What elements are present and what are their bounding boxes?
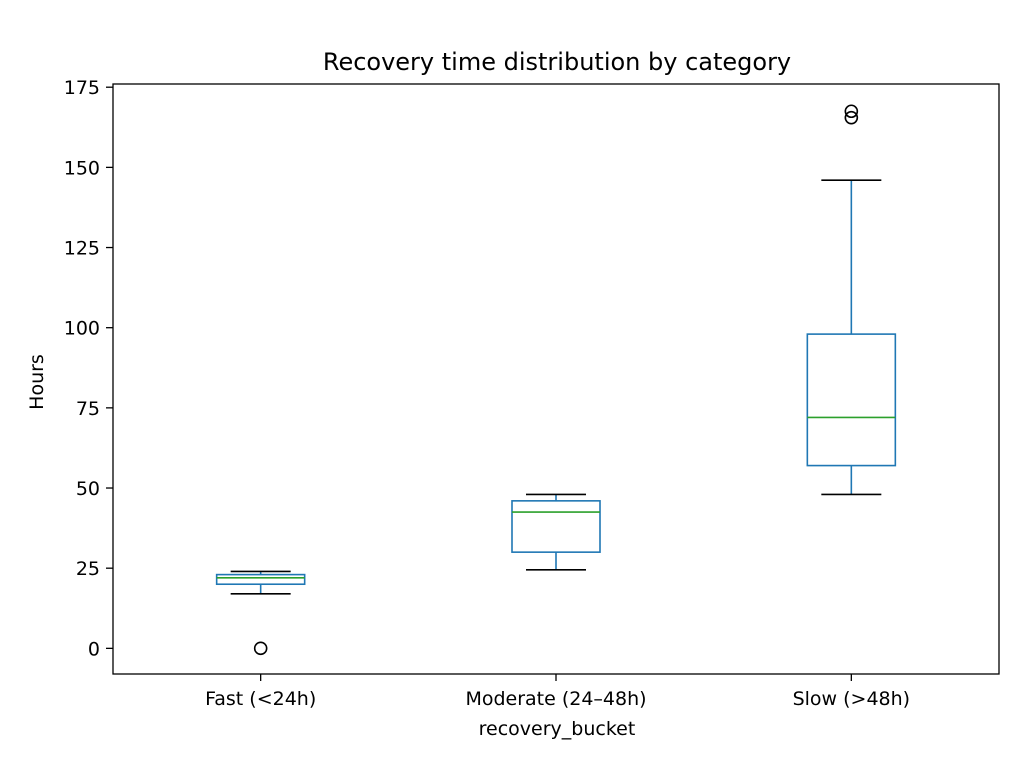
- x-tick-label: Fast (<24h): [205, 688, 316, 710]
- x-axis-label: recovery_bucket: [479, 718, 636, 740]
- y-tick-label: 0: [88, 638, 100, 660]
- y-tick-label: 100: [64, 318, 100, 340]
- y-tick-label: 175: [64, 77, 100, 99]
- chart-title: Recovery time distribution by category: [323, 48, 791, 76]
- outlier-point: [253, 641, 268, 656]
- box-group-3: [806, 104, 897, 496]
- iqr-box: [806, 333, 897, 467]
- box-group-2: [511, 493, 601, 571]
- box-group-1: [215, 570, 306, 656]
- y-tick-label: 125: [64, 238, 100, 260]
- y-axis-label: Hours: [26, 354, 48, 410]
- x-tick-label: Moderate (24–48h): [465, 688, 646, 710]
- boxes-layer: [215, 104, 897, 656]
- y-axis-ticks: 0 25 50 75 100 125 150 175: [64, 77, 113, 660]
- y-tick-label: 25: [76, 558, 100, 580]
- outlier-point: [844, 110, 859, 125]
- x-axis-ticks: Fast (<24h) Moderate (24–48h) Slow (>48h): [205, 674, 910, 710]
- iqr-box: [511, 500, 601, 553]
- plot-frame: [112, 83, 1000, 675]
- y-tick-label: 150: [64, 157, 100, 179]
- y-tick-label: 50: [76, 478, 100, 500]
- x-tick-label: Slow (>48h): [793, 688, 911, 710]
- y-tick-label: 75: [76, 398, 100, 420]
- iqr-box: [215, 573, 306, 586]
- outlier-point: [844, 104, 859, 119]
